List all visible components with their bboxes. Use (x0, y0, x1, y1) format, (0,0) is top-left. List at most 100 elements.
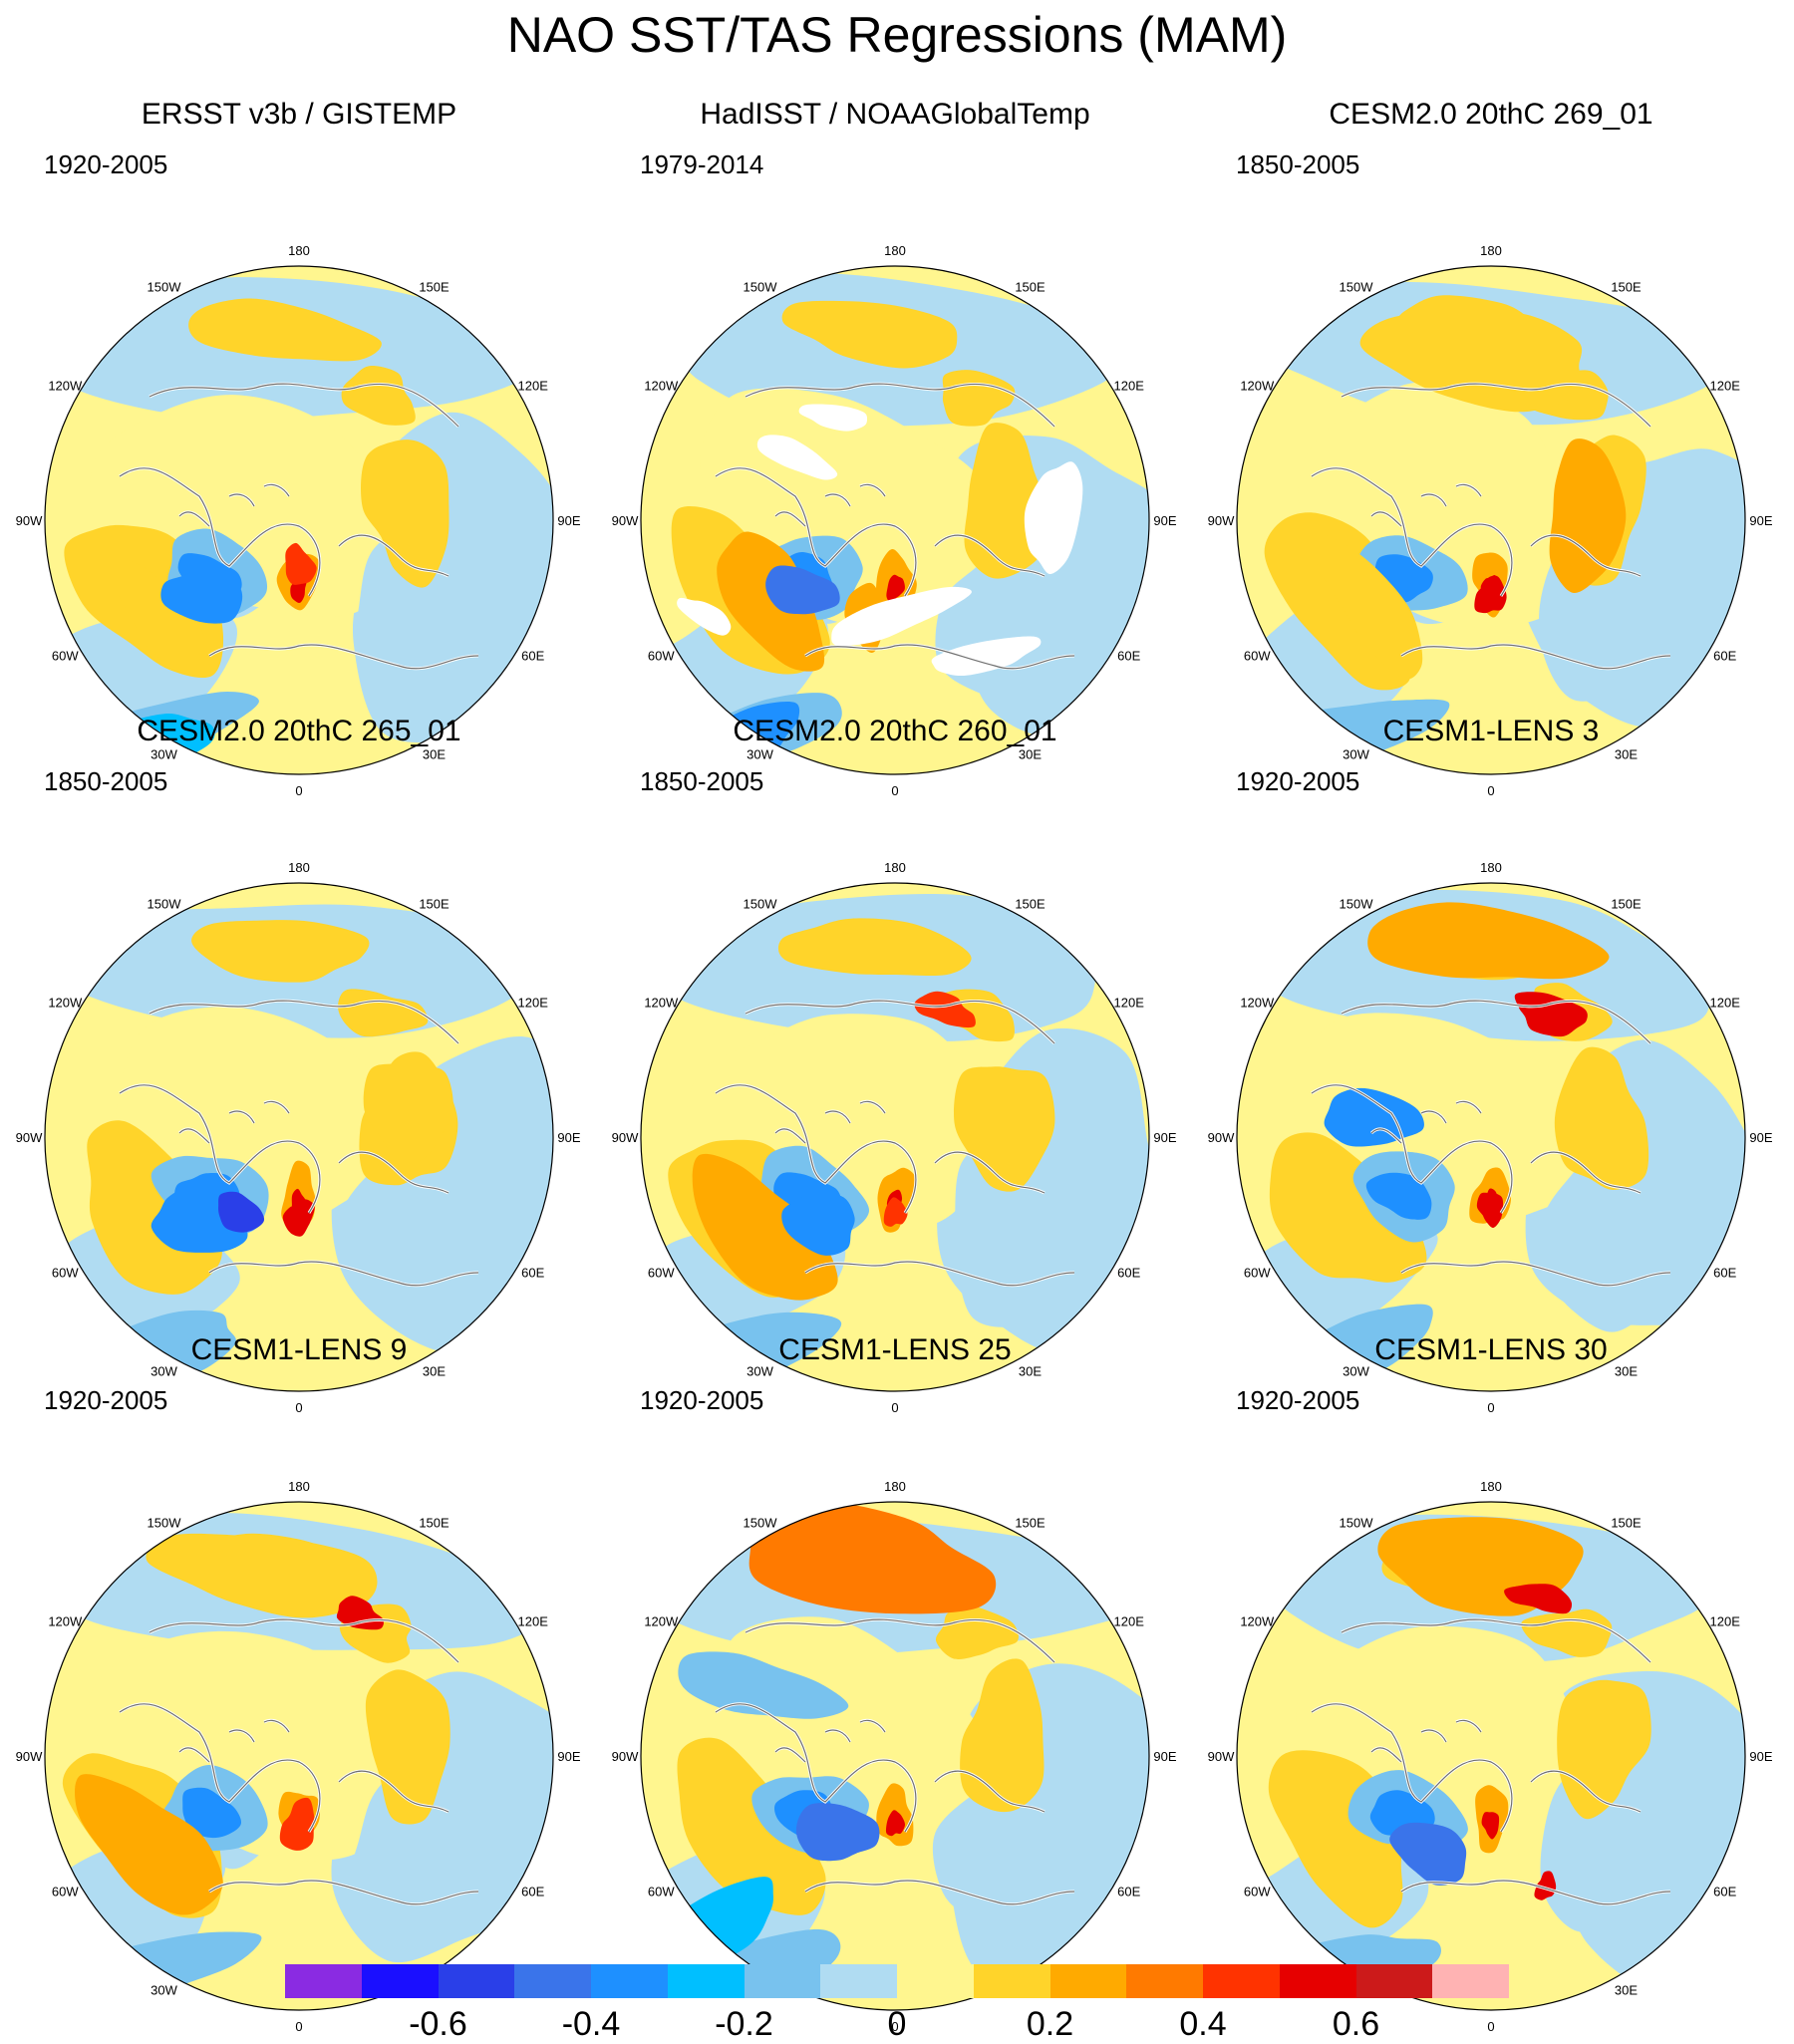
longitude-label: 60W (648, 1885, 675, 1899)
map-panel-4: CESM2.0 20thC 265_01 1850-2005 180 150E 12… (0, 715, 598, 1415)
coastline (178, 483, 290, 527)
colorbar-tick-label: 0.2 (1026, 2005, 1074, 2043)
longitude-label: 0 (1487, 2019, 1494, 2034)
map-border (1236, 1501, 1746, 2011)
longitude-label: 180 (288, 243, 310, 258)
coastline (338, 534, 449, 577)
longitude-label: 150W (744, 279, 778, 294)
longitude-label: 60E (521, 1885, 544, 1899)
colorbar-segment (361, 1964, 439, 1998)
anomaly-contour (1312, 533, 1423, 680)
longitude-label: 60W (1244, 1266, 1271, 1281)
map-panel-2: HadISST / NOAAGlobalTemp 1979-2014 180 15… (596, 98, 1194, 798)
longitude-label: 90W (612, 1130, 639, 1145)
longitude-label: 0 (295, 1400, 302, 1415)
longitude-label: 120W (1240, 996, 1275, 1011)
anomaly-contour (677, 1737, 826, 1915)
longitude-label: 90W (1208, 1130, 1235, 1145)
longitude-label: 90E (1153, 513, 1176, 528)
longitude-label: 30E (1615, 1364, 1638, 1379)
longitude-label: 180 (884, 1479, 906, 1494)
longitude-label: 30W (150, 747, 177, 762)
longitude-label: 120E (1114, 379, 1145, 394)
anomaly-contour (1474, 575, 1507, 614)
anomaly-contour (1554, 1046, 1649, 1190)
longitude-label: 0 (1487, 1400, 1494, 1415)
map-border (640, 882, 1150, 1392)
longitude-label: 180 (1480, 1479, 1502, 1494)
map-panel-1: ERSST v3b / GISTEMP 1920-2005 180 150E 120… (0, 98, 598, 798)
coastline (1311, 467, 1513, 597)
longitude-label: 120W (1240, 379, 1275, 394)
coastline (715, 1703, 917, 1833)
longitude-label: 60E (1713, 1266, 1736, 1281)
longitude-label: 150E (1015, 896, 1046, 911)
anomaly-contour (781, 300, 958, 369)
coastline (338, 1151, 449, 1194)
coastline (119, 1703, 321, 1833)
longitude-label: 150W (1340, 896, 1374, 911)
longitude-label: 90W (612, 513, 639, 528)
missing-data-region (677, 597, 732, 636)
anomaly-contour (356, 524, 492, 717)
longitude-label: 30W (1343, 747, 1369, 762)
anomaly-contour (347, 1760, 495, 1947)
longitude-label: 60E (521, 649, 544, 664)
coastline (1400, 644, 1671, 670)
anomaly-field (45, 883, 553, 1391)
coastline (178, 1719, 290, 1763)
map-border (1236, 265, 1746, 775)
anomaly-contour (678, 1651, 849, 1719)
coastline (1530, 534, 1642, 577)
longitude-label: 30E (423, 1364, 446, 1379)
longitude-label: 90E (1153, 1749, 1176, 1764)
panel-title: CESM2.0 20thC 269_01 (1329, 98, 1653, 131)
longitude-label: 120E (518, 996, 549, 1011)
longitude-label: 60W (648, 1266, 675, 1281)
anomaly-contour (1504, 1584, 1573, 1614)
longitude-label: 0 (891, 1400, 898, 1415)
map-panel-3: CESM2.0 20thC 269_01 1850-2005 180 150E 12… (1192, 98, 1790, 798)
anomaly-contour (1481, 1812, 1500, 1840)
map-border (640, 1501, 1150, 2011)
longitude-label: 150E (1015, 279, 1046, 294)
longitude-label: 150W (148, 1515, 182, 1530)
longitude-label: 60E (1713, 1885, 1736, 1899)
longitude-label: 90E (1749, 513, 1772, 528)
anomaly-contour (282, 1199, 315, 1237)
anomaly-contour (1549, 438, 1627, 593)
colorbar-tick-label: 0 (887, 2005, 907, 2043)
anomaly-contour (146, 1533, 378, 1618)
anomaly-contour (191, 920, 370, 983)
map-border (44, 265, 554, 775)
coastline (119, 467, 321, 597)
longitude-label: 60E (1117, 1885, 1140, 1899)
coastline (149, 383, 459, 428)
anomaly-field (641, 1502, 1149, 2010)
colorbar-segment (1049, 1964, 1127, 1998)
anomaly-contour (781, 1192, 855, 1256)
panel-period: 1920-2005 (44, 1385, 168, 1415)
anomaly-contour (1540, 1134, 1674, 1332)
anomaly-contour (365, 1669, 450, 1825)
anomaly-contour (883, 1197, 908, 1227)
anomaly-contour (1389, 1822, 1467, 1886)
map-panel-7: CESM1-LENS 9 1920-2005 180 150E 120E 90E 60E… (0, 1333, 598, 2034)
longitude-label: 120W (48, 1614, 83, 1629)
longitude-label: 90W (1208, 1749, 1235, 1764)
longitude-label: 0 (295, 2019, 302, 2034)
longitude-label: 150W (1340, 279, 1374, 294)
longitude-label: 60E (1117, 649, 1140, 664)
coastline (149, 1000, 459, 1044)
colorbar-segment (973, 1964, 1050, 1998)
longitude-label: 120E (1710, 379, 1741, 394)
anomaly-contour (1534, 1871, 1557, 1900)
panel-period: 1920-2005 (1236, 1385, 1360, 1415)
map-panel-9: CESM1-LENS 30 1920-2005 180 150E 120E 90E 60… (1192, 1333, 1790, 2034)
longitude-label: 150W (744, 896, 778, 911)
coastline (1341, 1000, 1651, 1044)
panel-period: 1920-2005 (1236, 766, 1360, 796)
